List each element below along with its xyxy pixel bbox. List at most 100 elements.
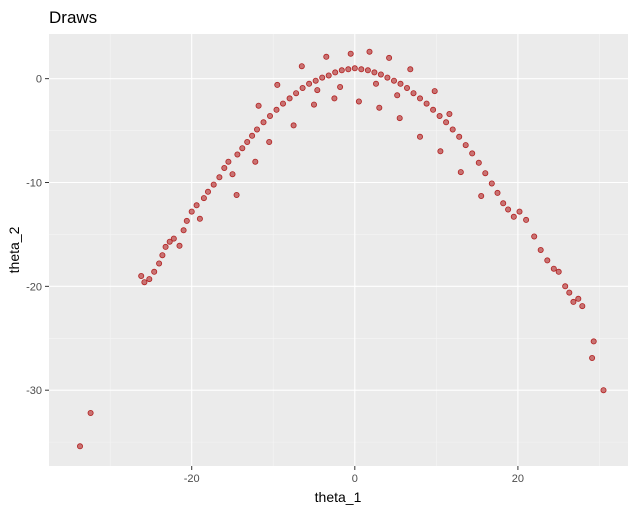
data-point [274,81,281,88]
data-point [384,74,391,81]
data-point [159,252,166,259]
data-point [590,338,597,345]
data-point [193,202,200,209]
data-point [146,276,153,283]
data-point [371,69,378,76]
data-point [290,122,297,129]
y-tick-label: -20 [26,281,42,293]
data-point [310,101,317,108]
data-point [196,215,203,222]
data-point [233,191,240,198]
data-point [200,195,207,202]
grid-major [49,34,628,466]
data-point [210,181,217,188]
data-point [351,65,358,72]
data-point [225,158,232,165]
data-point [183,217,190,224]
data-point [600,387,607,394]
data-point [403,85,410,92]
data-point [325,72,332,79]
data-point [314,87,321,94]
x-axis: -20 0 20 [184,466,524,485]
data-point [338,67,345,74]
data-point [416,95,423,102]
data-point [298,63,305,70]
data-point [347,50,354,57]
data-point [446,111,453,118]
data-point [488,180,495,187]
data-point [423,100,430,107]
data-point [221,164,228,171]
data-point [293,90,300,97]
data-point [566,289,573,296]
data-point [394,92,401,99]
data-point [457,169,464,176]
data-point [550,265,557,272]
data-point [319,74,326,81]
data-point [562,283,569,290]
data-point [216,174,223,181]
data-point [430,106,437,113]
data-point [260,119,267,126]
data-point [555,268,562,275]
data-point [416,133,423,140]
data-point [204,188,211,195]
data-point [377,71,384,78]
chart-title: Draws [49,8,97,27]
data-point [273,106,280,113]
data-point [366,48,373,55]
data-point [358,66,365,73]
data-point [431,88,438,95]
data-point [286,95,293,102]
data-point [141,279,148,286]
data-point [355,98,362,105]
y-tick-label: -10 [26,178,42,190]
plot-panel [49,34,628,466]
data-point [482,170,489,177]
data-points [77,48,607,450]
data-point [229,171,236,178]
data-point [364,67,371,74]
data-point [386,54,393,61]
data-point [537,246,544,253]
data-point [437,148,444,155]
data-point [579,303,586,310]
data-point [337,84,344,91]
data-point [332,69,339,76]
data-point [475,159,482,166]
data-point [516,208,523,215]
data-point [505,206,512,213]
data-point [469,150,476,157]
data-point [176,242,183,249]
data-point [180,227,187,234]
y-axis-title: theta_2 [6,226,22,273]
data-point [162,243,169,250]
data-point [166,238,173,245]
data-point [449,126,456,133]
data-point [266,113,273,120]
data-point [87,409,94,416]
data-point [345,66,352,73]
data-point [494,189,501,196]
data-point [462,142,469,149]
data-point [523,216,530,223]
data-point [456,133,463,140]
data-point [249,132,256,139]
data-point [331,95,338,102]
data-point [531,233,538,240]
data-point [255,102,262,109]
data-point [397,80,404,87]
data-point [372,80,379,87]
data-point [544,257,551,264]
x-axis-title: theta_1 [315,489,362,505]
data-point [500,200,507,207]
data-point [299,85,306,92]
data-point [244,138,251,145]
data-point [589,354,596,361]
y-tick-label: 0 [36,74,42,86]
data-point [266,138,273,145]
y-tick-label: -30 [26,385,42,397]
data-point [407,66,414,73]
y-axis: 0 -10 -20 -30 [26,74,49,397]
data-point [390,77,397,84]
